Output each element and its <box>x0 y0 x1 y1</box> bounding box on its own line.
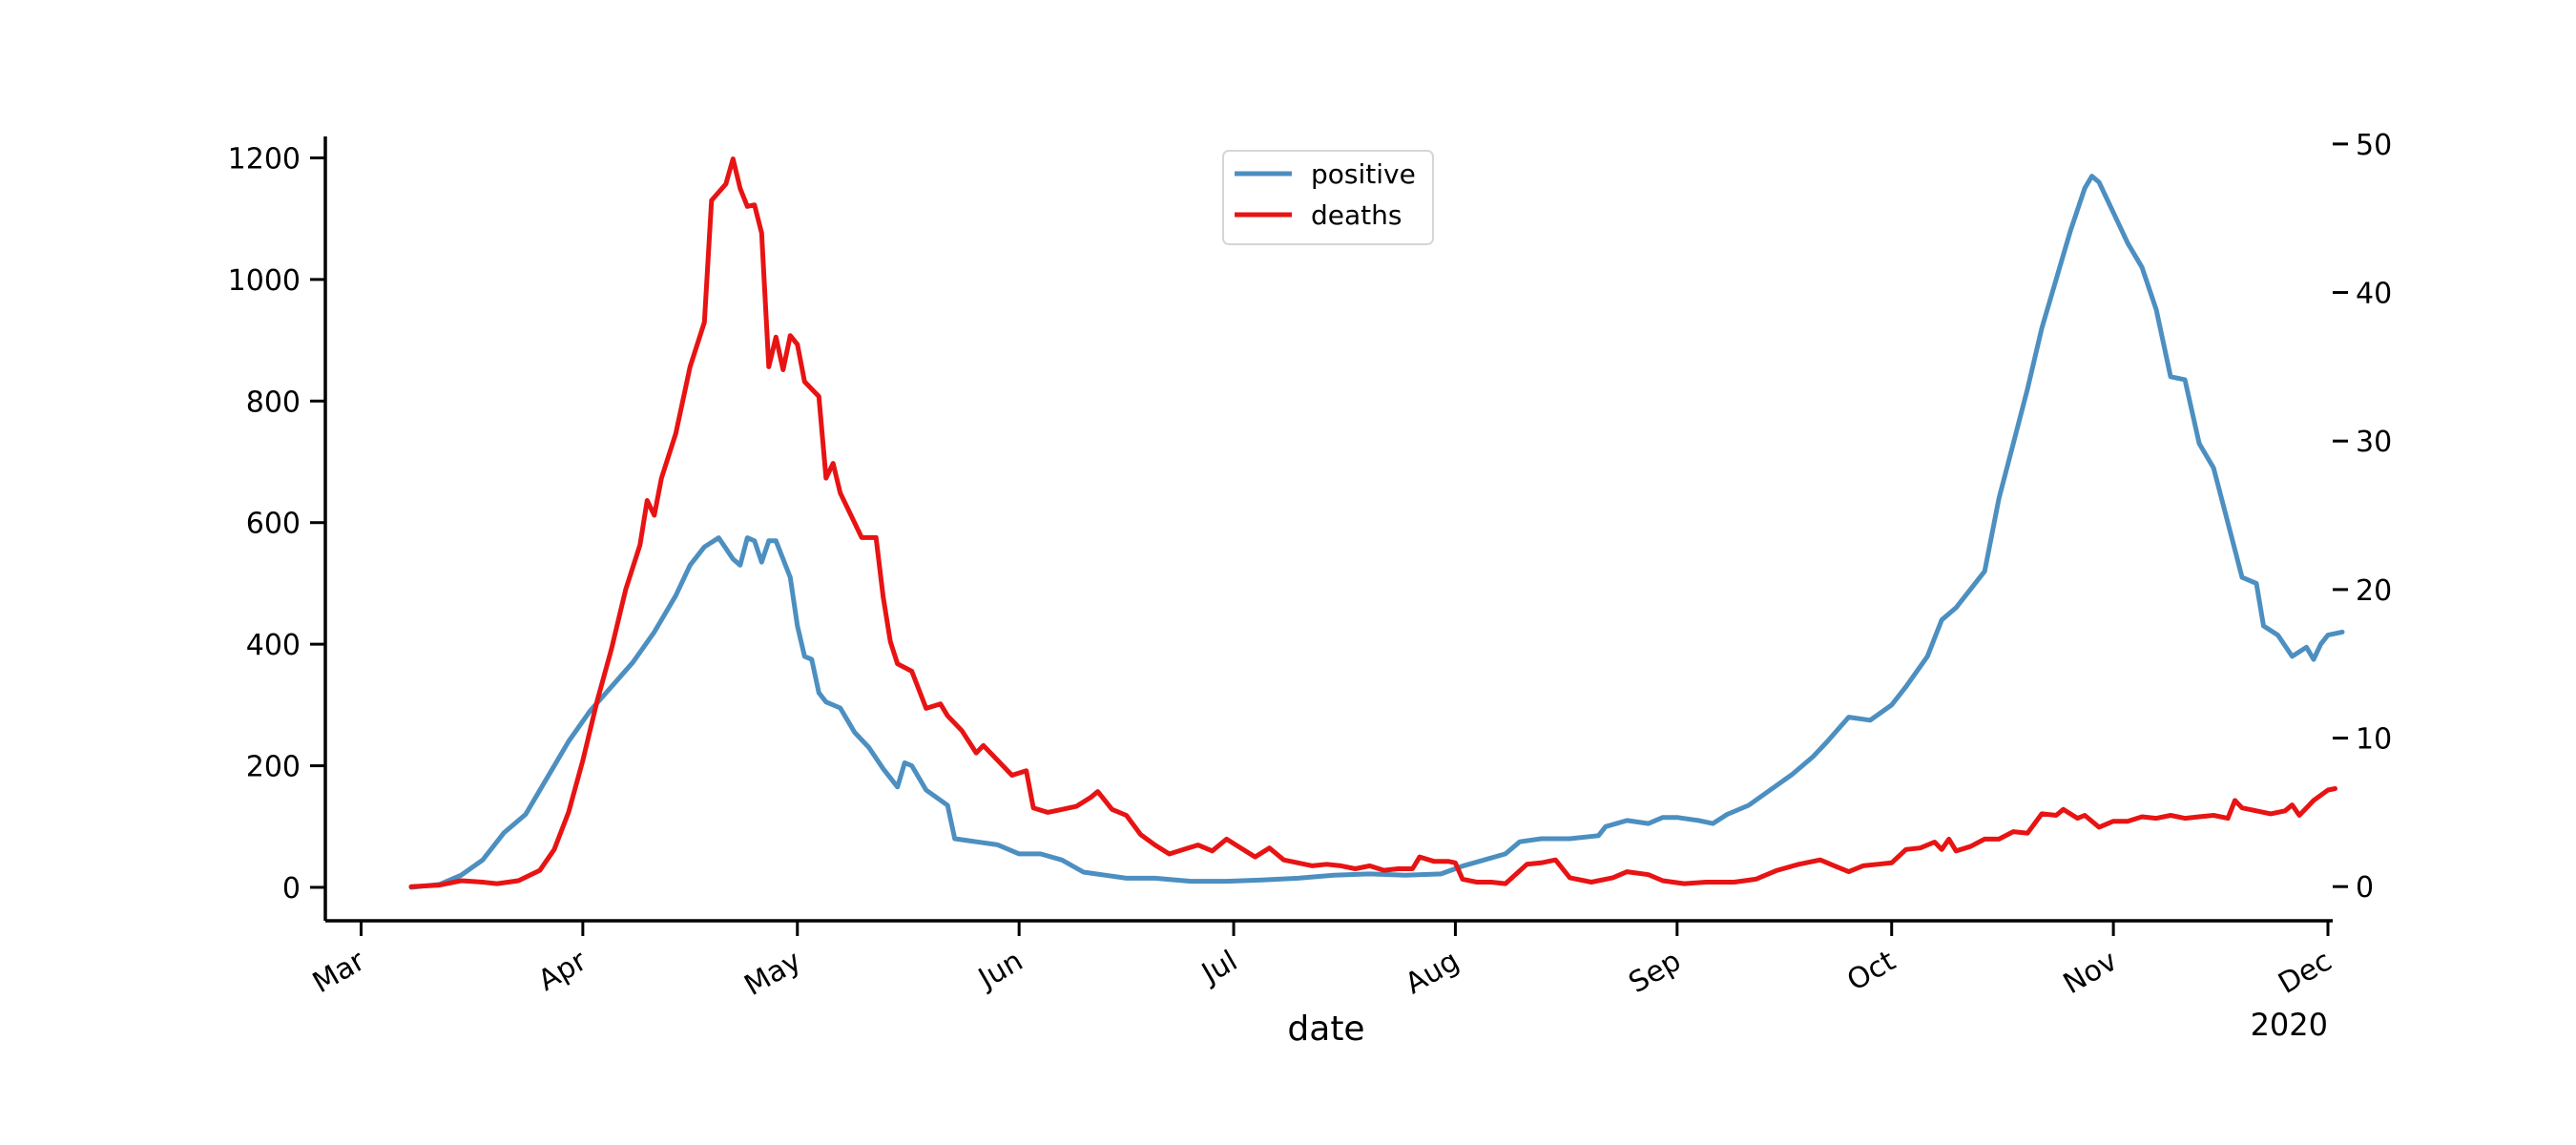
x-axis-tick-label: Oct <box>1841 945 1901 998</box>
left-axis-tick-label: 200 <box>246 751 301 784</box>
right-axis-tick-label: 50 <box>2356 129 2392 162</box>
left-axis-tick-label: 600 <box>246 508 301 541</box>
x-axis-tick-label: Dec <box>2273 945 2337 1001</box>
right-axis-tick-label: 10 <box>2356 723 2392 757</box>
x-axis-tick-label: Apr <box>532 944 592 998</box>
x-axis-tick-label: Mar <box>307 944 371 1000</box>
x-axis-tick-label: Jun <box>971 945 1028 997</box>
legend: positive deaths <box>1222 150 1434 245</box>
x-axis-title: date <box>1287 1010 1364 1049</box>
series-line-positive <box>408 174 2345 890</box>
left-axis-tick-label: 1000 <box>228 264 301 298</box>
x-axis-tick-label: May <box>739 945 807 1003</box>
right-axis-tick-label: 0 <box>2356 871 2374 905</box>
right-axis-tick-label: 40 <box>2356 278 2392 311</box>
series-line-deaths <box>408 156 2337 889</box>
left-axis-tick-label: 400 <box>246 629 301 662</box>
left-axis-tick-label: 800 <box>246 385 301 419</box>
axes: 0 200 400 600 800 1000 1200 0 10 20 30 40 50 Mar Apr Ma… <box>228 129 2393 1003</box>
right-axis-tick-label: 30 <box>2356 426 2392 459</box>
left-axis-tick-label: 0 <box>282 872 301 906</box>
legend-label-deaths: deaths <box>1311 199 1402 231</box>
legend-label-positive: positive <box>1311 158 1416 190</box>
right-axis-tick-label: 20 <box>2356 574 2392 608</box>
left-axis-tick-label: 1200 <box>228 142 301 176</box>
x-axis-tick-label: Nov <box>2058 945 2123 1002</box>
x-axis-tick-label: Sep <box>1623 945 1686 1001</box>
year-label: 2020 <box>2251 1007 2328 1043</box>
x-axis-tick-label: Aug <box>1400 945 1465 1002</box>
series-lines <box>408 156 2345 890</box>
x-axis-tick-label: Jul <box>1195 945 1243 991</box>
